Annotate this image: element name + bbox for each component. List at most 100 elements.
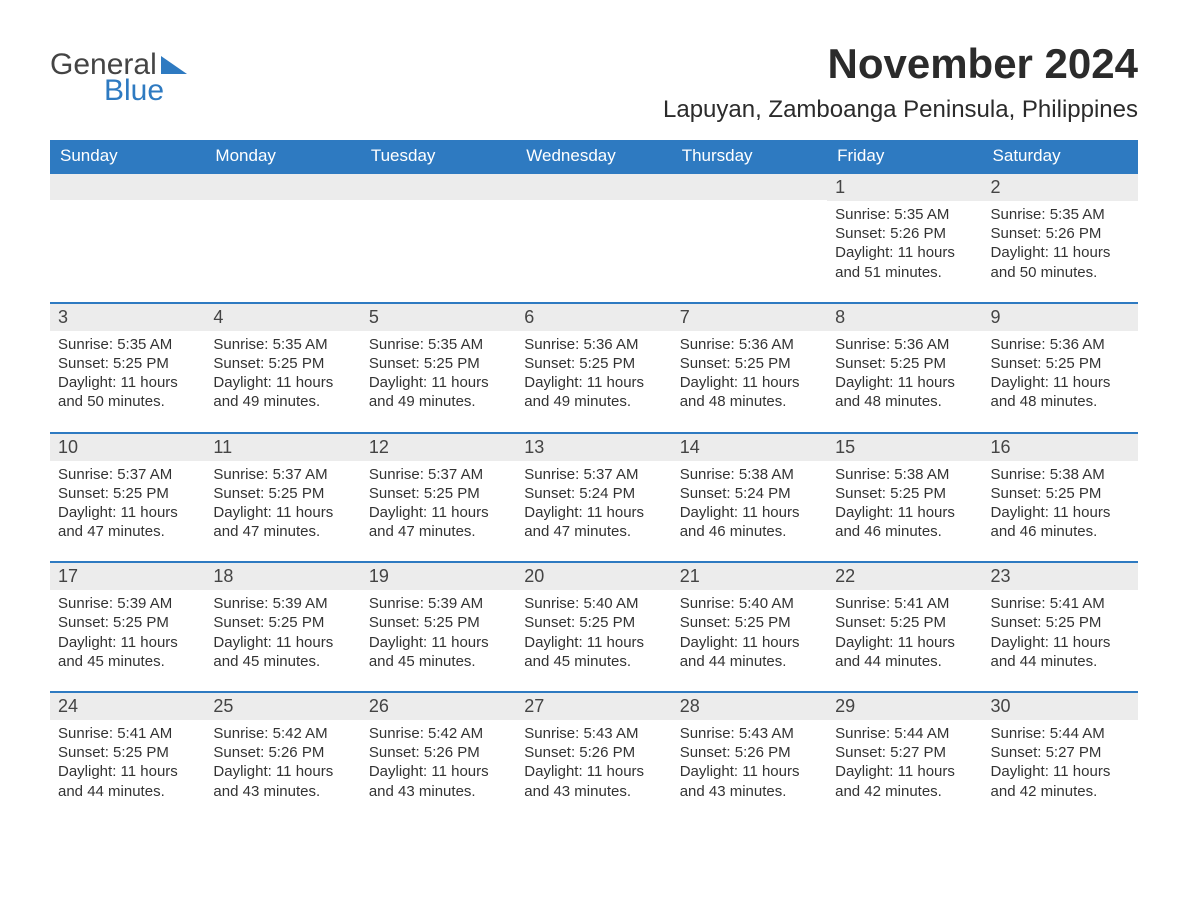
calendar-week: 1Sunrise: 5:35 AMSunset: 5:26 PMDaylight… [50, 172, 1138, 288]
day-body: Sunrise: 5:35 AMSunset: 5:25 PMDaylight:… [205, 331, 360, 418]
calendar-cell: 7Sunrise: 5:36 AMSunset: 5:25 PMDaylight… [672, 304, 827, 418]
sunset-line: Sunset: 5:25 PM [369, 484, 508, 503]
calendar-cell: 17Sunrise: 5:39 AMSunset: 5:25 PMDayligh… [50, 563, 205, 677]
daylight-line: Daylight: 11 hours and 50 minutes. [991, 243, 1130, 281]
sunset-line: Sunset: 5:25 PM [680, 354, 819, 373]
daylight-line: Daylight: 11 hours and 46 minutes. [991, 503, 1130, 541]
logo-triangle-icon [161, 56, 187, 74]
daylight-line: Daylight: 11 hours and 43 minutes. [524, 762, 663, 800]
day-body: Sunrise: 5:42 AMSunset: 5:26 PMDaylight:… [205, 720, 360, 807]
page: General Blue November 2024 Lapuyan, Zamb… [0, 0, 1188, 847]
calendar-cell: 27Sunrise: 5:43 AMSunset: 5:26 PMDayligh… [516, 693, 671, 807]
sunset-line: Sunset: 5:27 PM [991, 743, 1130, 762]
day-body: Sunrise: 5:42 AMSunset: 5:26 PMDaylight:… [361, 720, 516, 807]
calendar-week: 24Sunrise: 5:41 AMSunset: 5:25 PMDayligh… [50, 691, 1138, 807]
day-number: 4 [205, 304, 360, 331]
day-number: 24 [50, 693, 205, 720]
day-of-week-header: Sunday [50, 140, 205, 172]
day-body: Sunrise: 5:38 AMSunset: 5:25 PMDaylight:… [827, 461, 982, 548]
sunrise-line: Sunrise: 5:35 AM [835, 205, 974, 224]
calendar-cell: 29Sunrise: 5:44 AMSunset: 5:27 PMDayligh… [827, 693, 982, 807]
daylight-line: Daylight: 11 hours and 50 minutes. [58, 373, 197, 411]
calendar-week: 3Sunrise: 5:35 AMSunset: 5:25 PMDaylight… [50, 302, 1138, 418]
calendar-cell: 14Sunrise: 5:38 AMSunset: 5:24 PMDayligh… [672, 434, 827, 548]
calendar-cell: 13Sunrise: 5:37 AMSunset: 5:24 PMDayligh… [516, 434, 671, 548]
sunrise-line: Sunrise: 5:38 AM [680, 465, 819, 484]
sunset-line: Sunset: 5:25 PM [58, 484, 197, 503]
daylight-line: Daylight: 11 hours and 44 minutes. [835, 633, 974, 671]
day-number: 30 [983, 693, 1138, 720]
day-body: Sunrise: 5:44 AMSunset: 5:27 PMDaylight:… [983, 720, 1138, 807]
sunrise-line: Sunrise: 5:37 AM [369, 465, 508, 484]
calendar-cell: 3Sunrise: 5:35 AMSunset: 5:25 PMDaylight… [50, 304, 205, 418]
day-body: Sunrise: 5:40 AMSunset: 5:25 PMDaylight:… [672, 590, 827, 677]
calendar-cell: 12Sunrise: 5:37 AMSunset: 5:25 PMDayligh… [361, 434, 516, 548]
sunset-line: Sunset: 5:25 PM [58, 613, 197, 632]
day-body: Sunrise: 5:36 AMSunset: 5:25 PMDaylight:… [672, 331, 827, 418]
day-body: Sunrise: 5:37 AMSunset: 5:24 PMDaylight:… [516, 461, 671, 548]
sunset-line: Sunset: 5:25 PM [369, 354, 508, 373]
sunrise-line: Sunrise: 5:37 AM [213, 465, 352, 484]
sunrise-line: Sunrise: 5:43 AM [524, 724, 663, 743]
sunset-line: Sunset: 5:25 PM [835, 354, 974, 373]
calendar-cell [205, 174, 360, 288]
days-of-week-header: SundayMondayTuesdayWednesdayThursdayFrid… [50, 140, 1138, 172]
daylight-line: Daylight: 11 hours and 46 minutes. [835, 503, 974, 541]
sunset-line: Sunset: 5:25 PM [58, 354, 197, 373]
sunset-line: Sunset: 5:26 PM [991, 224, 1130, 243]
sunset-line: Sunset: 5:25 PM [213, 613, 352, 632]
location-subtitle: Lapuyan, Zamboanga Peninsula, Philippine… [663, 96, 1138, 124]
day-body [50, 200, 205, 210]
header-row: General Blue November 2024 Lapuyan, Zamb… [50, 40, 1138, 130]
calendar-cell [672, 174, 827, 288]
day-body: Sunrise: 5:37 AMSunset: 5:25 PMDaylight:… [361, 461, 516, 548]
calendar-cell: 5Sunrise: 5:35 AMSunset: 5:25 PMDaylight… [361, 304, 516, 418]
day-body: Sunrise: 5:39 AMSunset: 5:25 PMDaylight:… [205, 590, 360, 677]
day-number [361, 174, 516, 200]
sunrise-line: Sunrise: 5:35 AM [369, 335, 508, 354]
day-body: Sunrise: 5:36 AMSunset: 5:25 PMDaylight:… [827, 331, 982, 418]
day-of-week-header: Tuesday [361, 140, 516, 172]
sunrise-line: Sunrise: 5:36 AM [524, 335, 663, 354]
day-body: Sunrise: 5:35 AMSunset: 5:26 PMDaylight:… [983, 201, 1138, 288]
sunrise-line: Sunrise: 5:39 AM [369, 594, 508, 613]
sunrise-line: Sunrise: 5:35 AM [991, 205, 1130, 224]
daylight-line: Daylight: 11 hours and 43 minutes. [680, 762, 819, 800]
day-number: 13 [516, 434, 671, 461]
sunrise-line: Sunrise: 5:35 AM [58, 335, 197, 354]
daylight-line: Daylight: 11 hours and 42 minutes. [991, 762, 1130, 800]
sunset-line: Sunset: 5:25 PM [524, 354, 663, 373]
day-number [516, 174, 671, 200]
day-body: Sunrise: 5:41 AMSunset: 5:25 PMDaylight:… [983, 590, 1138, 677]
sunset-line: Sunset: 5:25 PM [835, 613, 974, 632]
day-number: 12 [361, 434, 516, 461]
day-number: 5 [361, 304, 516, 331]
day-number: 29 [827, 693, 982, 720]
calendar-cell: 2Sunrise: 5:35 AMSunset: 5:26 PMDaylight… [983, 174, 1138, 288]
day-number: 26 [361, 693, 516, 720]
day-body: Sunrise: 5:36 AMSunset: 5:25 PMDaylight:… [983, 331, 1138, 418]
day-number: 15 [827, 434, 982, 461]
day-body [361, 200, 516, 210]
logo-text-bottom: Blue [104, 76, 187, 106]
sunset-line: Sunset: 5:26 PM [835, 224, 974, 243]
calendar-cell: 25Sunrise: 5:42 AMSunset: 5:26 PMDayligh… [205, 693, 360, 807]
sunset-line: Sunset: 5:26 PM [213, 743, 352, 762]
calendar-cell: 6Sunrise: 5:36 AMSunset: 5:25 PMDaylight… [516, 304, 671, 418]
day-body: Sunrise: 5:37 AMSunset: 5:25 PMDaylight:… [205, 461, 360, 548]
calendar-cell: 20Sunrise: 5:40 AMSunset: 5:25 PMDayligh… [516, 563, 671, 677]
sunrise-line: Sunrise: 5:39 AM [213, 594, 352, 613]
sunrise-line: Sunrise: 5:36 AM [835, 335, 974, 354]
day-body [672, 200, 827, 210]
day-number: 1 [827, 174, 982, 201]
day-body: Sunrise: 5:41 AMSunset: 5:25 PMDaylight:… [827, 590, 982, 677]
sunrise-line: Sunrise: 5:37 AM [524, 465, 663, 484]
daylight-line: Daylight: 11 hours and 48 minutes. [835, 373, 974, 411]
sunrise-line: Sunrise: 5:37 AM [58, 465, 197, 484]
day-number: 6 [516, 304, 671, 331]
day-of-week-header: Wednesday [516, 140, 671, 172]
daylight-line: Daylight: 11 hours and 47 minutes. [58, 503, 197, 541]
daylight-line: Daylight: 11 hours and 43 minutes. [369, 762, 508, 800]
daylight-line: Daylight: 11 hours and 44 minutes. [991, 633, 1130, 671]
day-number: 7 [672, 304, 827, 331]
